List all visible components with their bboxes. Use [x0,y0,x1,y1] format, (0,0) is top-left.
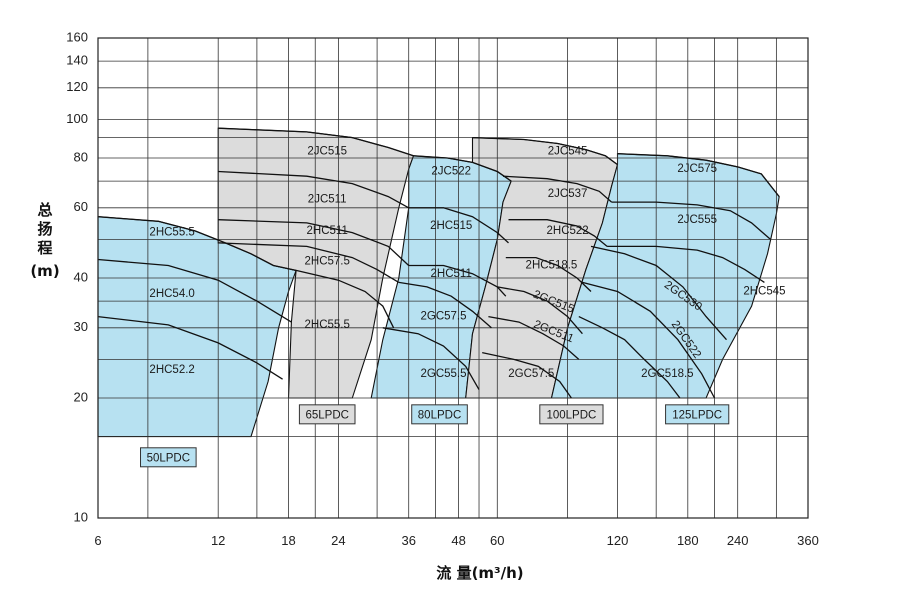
model-label-text: 50LPDC [147,452,190,464]
x-tick-label: 36 [401,533,415,548]
x-tick-label: 48 [451,533,465,548]
curve-2hc522 [508,219,608,247]
curve-label: 2GC57.5 [420,311,466,323]
x-tick-label: 120 [607,533,629,548]
curve-label: 2HC518.5 [526,260,578,272]
x-tick-label: 6 [94,533,101,548]
curve-label: 2GC57.5 [508,368,554,380]
curve-2gc55-5 [382,327,480,390]
plot-border [97,37,809,519]
curve-2hc55-5 [295,269,395,329]
model-label-text: 65LPDC [305,409,348,421]
curves [97,127,780,399]
model-label-65lpdc: 65LPDC [298,404,356,425]
curve-2jc522 [413,155,512,182]
curve-2jc575 [617,153,780,198]
x-tick-label: 360 [797,533,819,548]
curve-label: 2JC537 [548,188,588,200]
model-labels: 50LPDC 65LPDC 80LPDC 100LPDC 125LPDC [140,404,730,468]
y-tick-label: 120 [66,79,88,94]
curve-label: 2JC555 [677,214,717,226]
y-tick-label: 10 [74,509,88,524]
curve-label: 2JC575 [677,163,717,175]
curve-2jc555 [611,201,771,240]
x-tick-label: 18 [281,533,295,548]
x-tick-label: 12 [211,533,225,548]
y-tick-label: 30 [74,319,88,334]
curve-2jc511 [218,170,410,209]
curve-2gc522 [582,281,716,399]
model-label-text: 80LPDC [418,409,461,421]
curve-2gc530 [590,245,727,341]
plot-frame [97,37,809,519]
model-label-100lpdc: 100LPDC [539,404,604,425]
model-label-box [411,404,468,425]
curve-2hc54-0 [97,258,292,323]
curve-2gc518-5 [578,316,681,399]
x-tick-label: 60 [490,533,504,548]
curve-label: 2HC511 [307,225,348,237]
model-label-box [665,404,730,425]
y-axis-unit: (m) [30,262,59,280]
curve-label: 2HC522 [547,225,589,237]
x-tick-label: 240 [727,533,749,548]
y-tick-label: 60 [74,199,88,214]
curve-label: 2HC55.5 [149,227,194,239]
y-tick-label: 100 [66,111,88,126]
curve-2jc545 [472,136,618,166]
curve-2gc57-5 [398,281,492,329]
y-tick-label: 20 [74,389,88,404]
curve-2gc57-5 [482,351,572,399]
curve-2hc518-5 [505,256,592,292]
y-axis-title: 总扬程 [37,201,52,257]
model-label-text: 125LPDC [672,409,722,421]
curve-label: 2HC515 [430,220,472,232]
curve-2gc511 [488,315,580,360]
model-label-text: 100LPDC [546,409,596,421]
curve-2hc515 [408,207,509,244]
model-label-125lpdc: 125LPDC [665,404,730,425]
curve-2jc537 [502,175,613,203]
curve-label: 2JC522 [431,166,471,178]
curve-label: 2HC57.5 [305,256,350,268]
x-axis-ticks: 6 12 18 24 36 48 60 120 180 240 360 [94,533,818,548]
curve-label: 2HC545 [743,286,785,298]
curve-label: 2GC518.5 [641,368,693,380]
curve-2gc515 [497,286,583,335]
curve-2hc511 [218,219,410,266]
curve-label: 2JC511 [308,193,347,205]
curve-2hc545 [607,245,765,283]
curve-label: 2HC54.0 [149,288,194,300]
y-tick-label: 160 [66,29,88,44]
curve-label: 2JC515 [307,146,347,158]
curve-2jc515 [218,127,414,157]
model-label-box [539,404,604,425]
x-tick-label: 180 [677,533,699,548]
curve-2hc52-2 [97,315,283,380]
curve-label: 2GC55.5 [420,368,466,380]
x-tick-label: 24 [331,533,345,548]
curve-label: 2HC55.5 [305,319,350,331]
curve-2hc511 [408,264,507,297]
model-label-box [140,447,197,468]
y-tick-label: 40 [74,269,88,284]
model-label-50lpdc: 50LPDC [140,447,197,468]
y-tick-label: 80 [74,149,88,164]
y-axis-ticks: 10 20 30 40 60 80 100 120 140 160 [66,29,88,524]
curve-label: 2HC511 [431,268,472,280]
curve-label: 2JC545 [548,146,588,158]
y-tick-label: 140 [66,53,88,68]
curve-label: 2HC52.2 [149,364,194,376]
x-axis-title: 流 量(m³/h) [436,564,523,582]
model-label-80lpdc: 80LPDC [411,404,468,425]
model-label-box [298,404,356,425]
curve-2hc57-5 [218,242,400,283]
